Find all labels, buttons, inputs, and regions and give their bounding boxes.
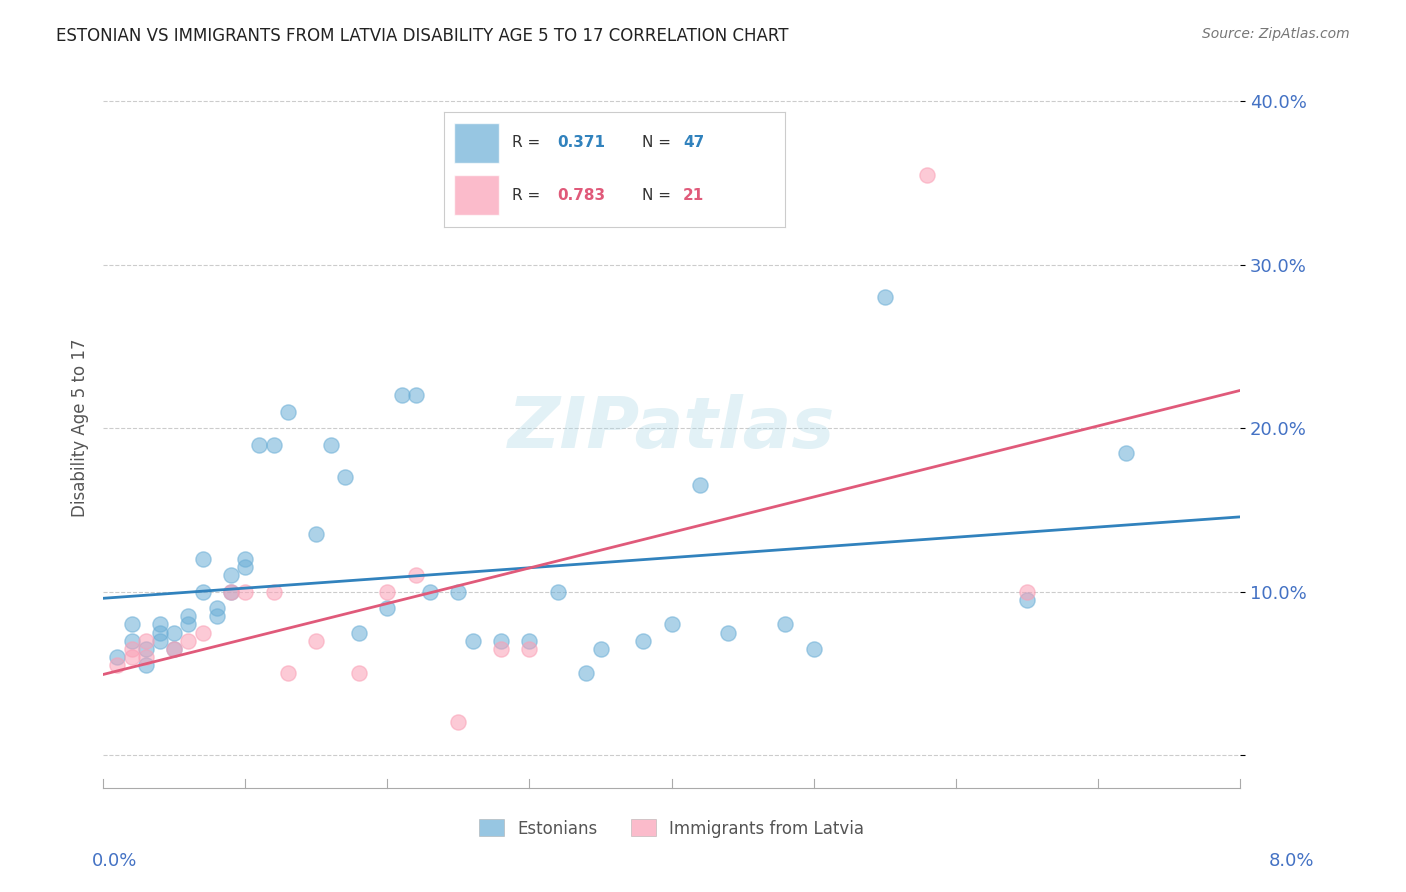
Point [121,617,143,632]
Point [631,633,654,648]
Point [263,584,285,599]
Point [405,568,427,582]
Point [575,666,598,681]
Point [233,584,256,599]
Point [803,641,825,656]
Y-axis label: Disability Age 5 to 17: Disability Age 5 to 17 [72,339,89,517]
Point [1115,446,1137,460]
Point [219,584,242,599]
Point [191,625,214,640]
Point [135,641,157,656]
Point [391,388,413,402]
Point [177,617,200,632]
Point [1015,592,1038,607]
Point [163,641,186,656]
Text: 8.0%: 8.0% [1270,852,1315,870]
Point [461,633,484,648]
Point [105,658,128,673]
Point [873,290,896,304]
Point [661,617,683,632]
Point [233,552,256,566]
Point [547,584,569,599]
Point [489,633,512,648]
Point [347,666,370,681]
Point [589,641,612,656]
Point [305,633,328,648]
Point [447,584,470,599]
Point [219,568,242,582]
Point [149,617,172,632]
Point [121,641,143,656]
Point [305,527,328,541]
Point [377,584,399,599]
Point [717,625,740,640]
Point [775,617,797,632]
Point [163,641,186,656]
Point [191,552,214,566]
Point [405,388,427,402]
Point [135,658,157,673]
Point [205,601,228,615]
Point [347,625,370,640]
Point [519,633,541,648]
Point [205,609,228,624]
Point [135,650,157,665]
Point [249,437,271,451]
Point [419,584,441,599]
Point [319,437,342,451]
Point [149,625,172,640]
Point [917,168,939,182]
Point [263,437,285,451]
Point [121,633,143,648]
Point [277,405,299,419]
Point [191,584,214,599]
Point [135,633,157,648]
Point [105,650,128,665]
Text: Source: ZipAtlas.com: Source: ZipAtlas.com [1202,27,1350,41]
Point [219,584,242,599]
Legend: Estonians, Immigrants from Latvia: Estonians, Immigrants from Latvia [472,813,870,844]
Point [1015,584,1038,599]
Point [689,478,711,492]
Point [519,641,541,656]
Point [277,666,299,681]
Text: 0.0%: 0.0% [91,852,136,870]
Point [121,650,143,665]
Point [447,715,470,730]
Point [489,641,512,656]
Point [333,470,356,484]
Point [233,560,256,574]
Text: ZIPatlas: ZIPatlas [508,393,835,463]
Point [377,601,399,615]
Point [149,633,172,648]
Point [177,633,200,648]
Point [163,625,186,640]
Point [177,609,200,624]
Text: ESTONIAN VS IMMIGRANTS FROM LATVIA DISABILITY AGE 5 TO 17 CORRELATION CHART: ESTONIAN VS IMMIGRANTS FROM LATVIA DISAB… [56,27,789,45]
